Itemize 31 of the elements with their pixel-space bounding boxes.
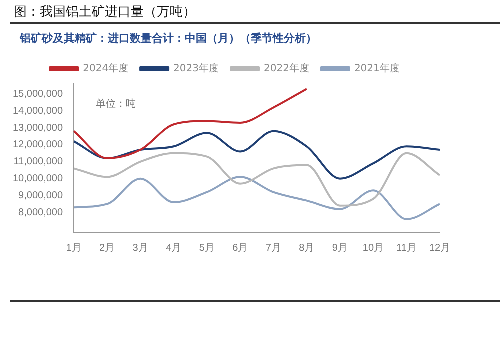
x-tick-label: 4月 — [166, 242, 182, 254]
y-tick-label: 14,000,000 — [12, 106, 64, 117]
y-axis-title: 单位：吨 — [96, 98, 136, 111]
legend-label: 2021年度 — [354, 62, 400, 75]
legend-label: 2024年度 — [83, 62, 129, 75]
x-tick-label: 5月 — [199, 242, 215, 254]
y-tick-label: 8,000,000 — [18, 207, 64, 218]
x-tick-label: 11月 — [396, 242, 417, 254]
y-tick-label: 12,000,000 — [12, 140, 64, 151]
y-tick-label: 9,000,000 — [18, 190, 64, 202]
x-tick-label: 3月 — [132, 242, 148, 254]
y-tick-label: 10,000,000 — [12, 174, 64, 185]
y-tick-label: 15,000,000 — [12, 88, 64, 100]
chart-subtitle: 铝矿砂及其精矿：进口数量合计：中国（月）（季节性分析） — [20, 31, 317, 46]
line-series — [73, 88, 308, 160]
line-series — [73, 176, 441, 220]
line-series — [73, 152, 441, 207]
x-tick-label: 8月 — [299, 242, 315, 254]
x-tick-label: 6月 — [232, 242, 248, 254]
chart-title: 图：我国铝土矿进口量（万吨） — [14, 4, 196, 21]
y-tick-label: 11,000,000 — [14, 156, 64, 168]
x-tick-label: 2月 — [100, 242, 116, 254]
y-tick-label: 13,000,000 — [12, 122, 64, 134]
line-series — [73, 130, 441, 180]
x-tick-label: 1月 — [66, 242, 82, 254]
x-tick-label: 7月 — [266, 242, 282, 254]
legend-label: 2022年度 — [264, 62, 310, 75]
legend-label: 2023年度 — [174, 62, 220, 75]
x-tick-label: 12月 — [429, 242, 451, 254]
x-tick-label: 9月 — [332, 242, 348, 254]
x-tick-label: 10月 — [362, 242, 384, 254]
